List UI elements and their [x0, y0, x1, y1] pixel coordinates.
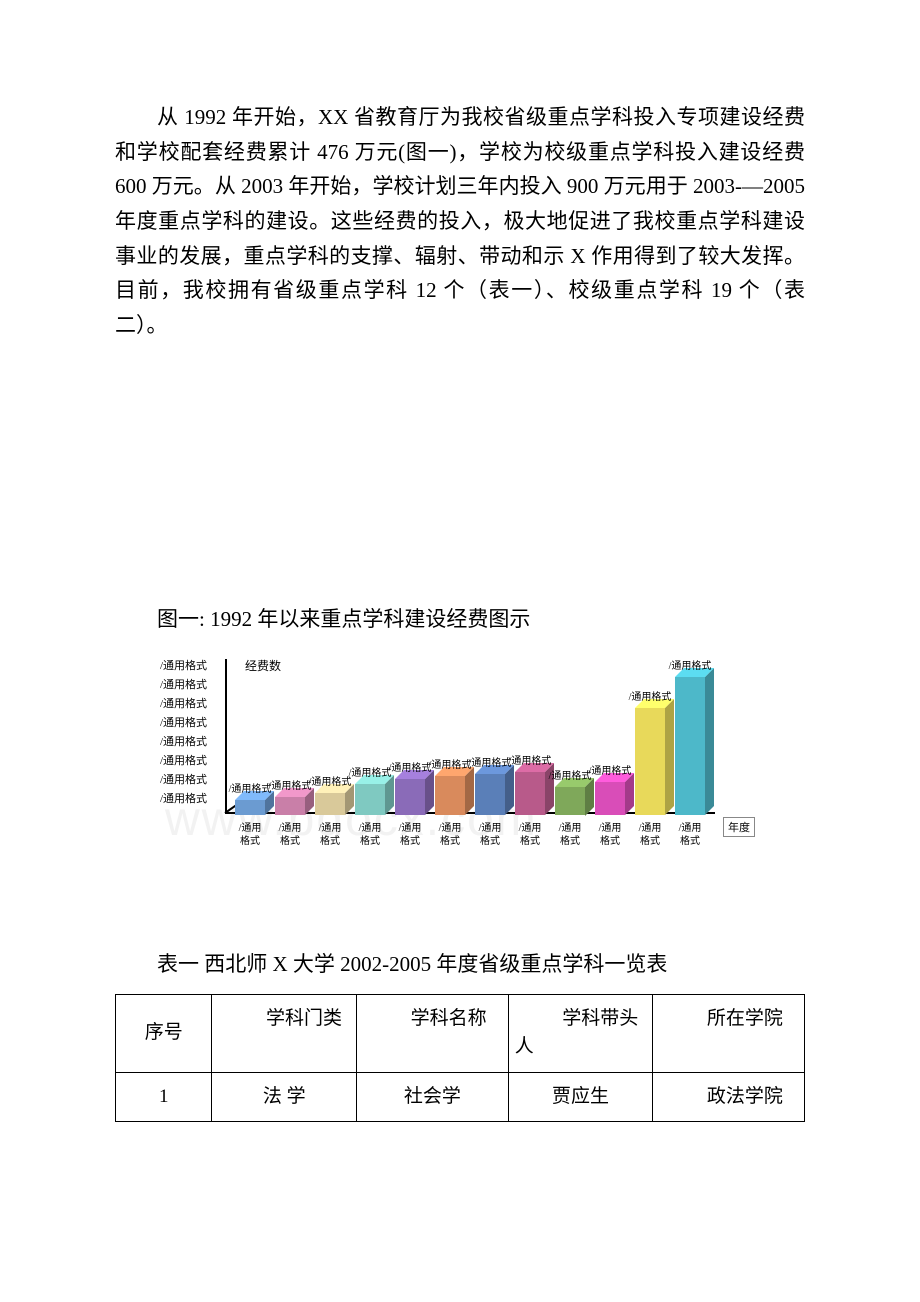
- cell-value: 1: [159, 1086, 169, 1107]
- bar: /通用格式: [475, 774, 505, 815]
- bar: /通用格式: [555, 787, 585, 816]
- bar: /通用格式: [675, 677, 705, 815]
- bar-front: [315, 793, 345, 815]
- table-row: 1 法 学 社会学 贾应生 政法学院: [116, 1072, 805, 1122]
- cell-category: 法 学: [212, 1072, 357, 1122]
- bar: /通用格式: [315, 793, 345, 815]
- x-axis-title: 年度: [723, 817, 755, 837]
- x-tick-label: /通用格式: [430, 822, 470, 848]
- bar-side: [705, 668, 714, 815]
- x-tick-label: /通用格式: [630, 822, 670, 848]
- bar-front: [595, 782, 625, 815]
- header-label: 序号: [122, 1019, 205, 1048]
- bar-chart: 经费数 /通用格式/通用格式/通用格式/通用格式/通用格式/通用格式/通用格式/…: [160, 657, 760, 907]
- header-label: 学科带头人: [515, 1005, 647, 1062]
- bar-front: [275, 797, 305, 815]
- x-tick-label: /通用格式: [270, 822, 310, 848]
- y-tick-label: /通用格式: [160, 752, 222, 771]
- table-header-row: 序号 学科门类 学科名称 学科带头人 所在学院: [116, 994, 805, 1072]
- cell-value: 法 学: [263, 1086, 306, 1107]
- col-header-leader: 学科带头人: [508, 994, 653, 1072]
- x-tick-label: /通用格式: [470, 822, 510, 848]
- x-tick-label: /通用格式: [510, 822, 550, 848]
- bar-front: [635, 708, 665, 815]
- bar-side: [665, 699, 674, 815]
- bar-side: [505, 765, 514, 815]
- discipline-table: 序号 学科门类 学科名称 学科带头人 所在学院 1 法 学 社会学: [115, 994, 805, 1123]
- cell-leader: 贾应生: [508, 1072, 653, 1122]
- x-tick-label: /通用格式: [390, 822, 430, 848]
- chart-caption: 图一: 1992 年以来重点学科建设经费图示: [115, 602, 805, 637]
- table-caption: 表一 西北师 X 大学 2002-2005 年度省级重点学科一览表: [115, 947, 805, 982]
- col-header-category: 学科门类: [212, 994, 357, 1072]
- header-label: 学科名称: [363, 1005, 502, 1034]
- chart-container: 经费数 /通用格式/通用格式/通用格式/通用格式/通用格式/通用格式/通用格式/…: [160, 657, 760, 907]
- y-tick-label: /通用格式: [160, 733, 222, 752]
- bar-front: [435, 776, 465, 815]
- y-tick-label: /通用格式: [160, 695, 222, 714]
- x-tick-label: /通用格式: [230, 822, 270, 848]
- bar-front: [475, 774, 505, 815]
- cell-name: 社会学: [357, 1072, 509, 1122]
- bar-value-label: /通用格式: [490, 752, 570, 767]
- col-header-school: 所在学院: [653, 994, 805, 1072]
- document-page: 从 1992 年开始，XX 省教育厅为我校省级重点学科投入专项建设经费和学校配套…: [0, 0, 920, 1182]
- bar-front: [675, 677, 705, 815]
- bar-front: [555, 787, 585, 816]
- bar: /通用格式: [235, 800, 265, 815]
- cell-school: 政法学院: [653, 1072, 805, 1122]
- bar: /通用格式: [275, 797, 305, 815]
- col-header-index: 序号: [116, 994, 212, 1072]
- bar: /通用格式: [635, 708, 665, 815]
- bar-front: [355, 784, 385, 815]
- cell-value: 社会学: [404, 1086, 461, 1107]
- y-tick-label: /通用格式: [160, 714, 222, 733]
- bar-front: [235, 800, 265, 815]
- body-paragraph: 从 1992 年开始，XX 省教育厅为我校省级重点学科投入专项建设经费和学校配套…: [115, 100, 805, 342]
- plot-area: /通用格式/通用格式/通用格式/通用格式/通用格式/通用格式/通用格式/通用格式…: [235, 667, 715, 815]
- cell-index: 1: [116, 1072, 212, 1122]
- header-label: 学科门类: [218, 1005, 350, 1034]
- col-header-name: 学科名称: [357, 994, 509, 1072]
- bar: /通用格式: [355, 784, 385, 815]
- bar-value-label: /通用格式: [650, 657, 730, 672]
- x-tick-label: /通用格式: [590, 822, 630, 848]
- x-tick-label: /通用格式: [550, 822, 590, 848]
- x-tick-label: /通用格式: [670, 822, 710, 848]
- bar: /通用格式: [395, 779, 425, 815]
- cell-value: 政法学院: [707, 1086, 783, 1107]
- cell-value: 贾应生: [552, 1086, 609, 1107]
- bar-front: [395, 779, 425, 815]
- bar: /通用格式: [435, 776, 465, 815]
- x-tick-label: /通用格式: [310, 822, 350, 848]
- header-label: 所在学院: [659, 1005, 798, 1034]
- x-tick-label: /通用格式: [350, 822, 390, 848]
- bar: /通用格式: [595, 782, 625, 815]
- y-tick-label: /通用格式: [160, 676, 222, 695]
- y-tick-label: /通用格式: [160, 657, 222, 676]
